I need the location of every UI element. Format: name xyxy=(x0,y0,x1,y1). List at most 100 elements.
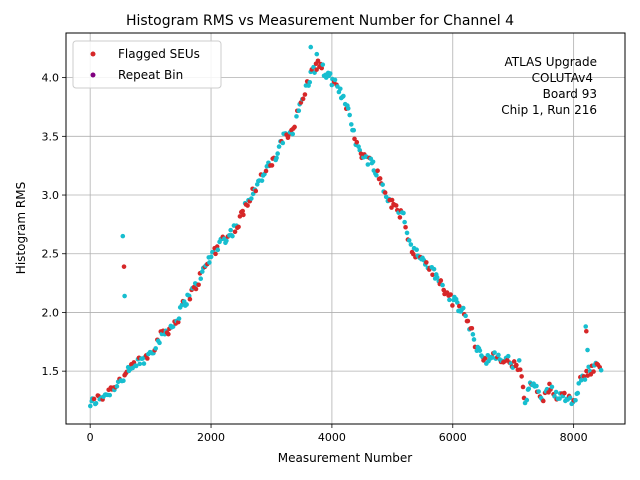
data-point xyxy=(176,316,182,321)
data-point xyxy=(259,178,265,183)
data-point xyxy=(224,238,229,244)
legend-box xyxy=(72,40,222,89)
data-point xyxy=(302,92,308,97)
data-point xyxy=(184,302,189,307)
data-point xyxy=(351,127,357,133)
data-point xyxy=(327,71,333,76)
data-point xyxy=(345,106,351,111)
data-point xyxy=(408,242,414,247)
data-point xyxy=(107,392,113,398)
data-point xyxy=(300,96,306,102)
data-point xyxy=(199,269,205,274)
data-point xyxy=(598,367,604,373)
data-point xyxy=(232,229,238,235)
data-point xyxy=(275,151,280,156)
data-point xyxy=(370,159,376,165)
data-point xyxy=(496,352,501,358)
data-point xyxy=(320,62,326,67)
x-tick-label: 0 xyxy=(87,431,94,444)
data-point xyxy=(430,272,435,278)
data-point xyxy=(562,390,567,396)
data-points xyxy=(87,44,604,409)
data-point xyxy=(403,224,408,230)
data-point xyxy=(584,368,589,374)
data-point xyxy=(208,254,214,260)
data-point xyxy=(393,203,399,208)
data-point xyxy=(166,331,171,337)
data-point xyxy=(511,359,517,364)
data-point xyxy=(469,325,475,331)
data-point xyxy=(87,403,93,409)
data-point xyxy=(153,346,159,351)
data-point xyxy=(141,361,147,366)
data-point xyxy=(91,396,97,402)
data-point xyxy=(290,131,296,137)
data-point xyxy=(170,324,176,329)
grid xyxy=(66,33,625,424)
x-tick-label: 6000 xyxy=(439,431,467,444)
data-point xyxy=(341,93,346,99)
data-point xyxy=(492,350,497,355)
data-point xyxy=(514,362,519,368)
data-point xyxy=(463,313,468,319)
data-point xyxy=(471,337,477,342)
data-point xyxy=(365,162,371,167)
data-point xyxy=(573,397,578,403)
data-point xyxy=(424,260,429,265)
data-point xyxy=(114,384,120,389)
data-point xyxy=(448,292,453,297)
x-tick-label: 8000 xyxy=(560,431,588,444)
data-point xyxy=(414,247,419,253)
data-point xyxy=(524,397,530,403)
legend-marker-flagged-seus xyxy=(90,51,96,57)
data-point xyxy=(332,77,338,83)
data-point xyxy=(567,395,573,401)
data-point xyxy=(553,389,559,395)
data-point xyxy=(276,144,282,149)
data-point xyxy=(193,286,199,292)
data-point xyxy=(338,86,343,92)
data-point xyxy=(296,108,302,113)
data-point xyxy=(460,305,466,311)
data-point xyxy=(294,114,299,119)
legend-marker-repeat-bin xyxy=(90,72,96,78)
data-point xyxy=(576,381,582,386)
data-point xyxy=(450,303,455,308)
data-point xyxy=(314,67,319,72)
data-point xyxy=(549,384,555,390)
outlier-point xyxy=(308,44,314,50)
data-point xyxy=(133,363,139,369)
data-point xyxy=(145,356,150,361)
data-point xyxy=(382,190,388,195)
data-point xyxy=(352,136,357,142)
y-tick-label: 2.0 xyxy=(42,306,60,319)
annotation-box: ATLAS Upgrade COLUTAv4 Board 93 Chip 1, … xyxy=(501,55,597,117)
data-point xyxy=(274,155,279,161)
data-point xyxy=(541,398,546,404)
annotation-line: ATLAS Upgrade xyxy=(504,55,597,69)
y-tick-label: 1.5 xyxy=(42,365,60,378)
data-point xyxy=(329,82,335,88)
data-point xyxy=(348,122,354,127)
data-point xyxy=(431,266,437,272)
data-point xyxy=(397,215,403,220)
data-point xyxy=(516,358,522,363)
outlier-point xyxy=(583,324,589,329)
data-point xyxy=(230,233,235,239)
data-point xyxy=(557,396,562,401)
outlier-point xyxy=(121,264,127,269)
data-point xyxy=(438,278,444,283)
data-point xyxy=(375,168,380,173)
data-point xyxy=(536,389,541,394)
data-point xyxy=(213,251,218,257)
y-tick-label: 3.0 xyxy=(42,189,60,202)
x-tick-label: 4000 xyxy=(318,431,346,444)
data-point xyxy=(575,390,581,396)
data-point xyxy=(198,276,204,282)
data-point xyxy=(582,377,588,382)
data-point xyxy=(187,296,193,302)
data-point xyxy=(389,197,395,203)
data-point xyxy=(401,210,406,216)
y-tick-label: 2.5 xyxy=(42,248,60,261)
annotation-line: Board 93 xyxy=(543,87,597,101)
